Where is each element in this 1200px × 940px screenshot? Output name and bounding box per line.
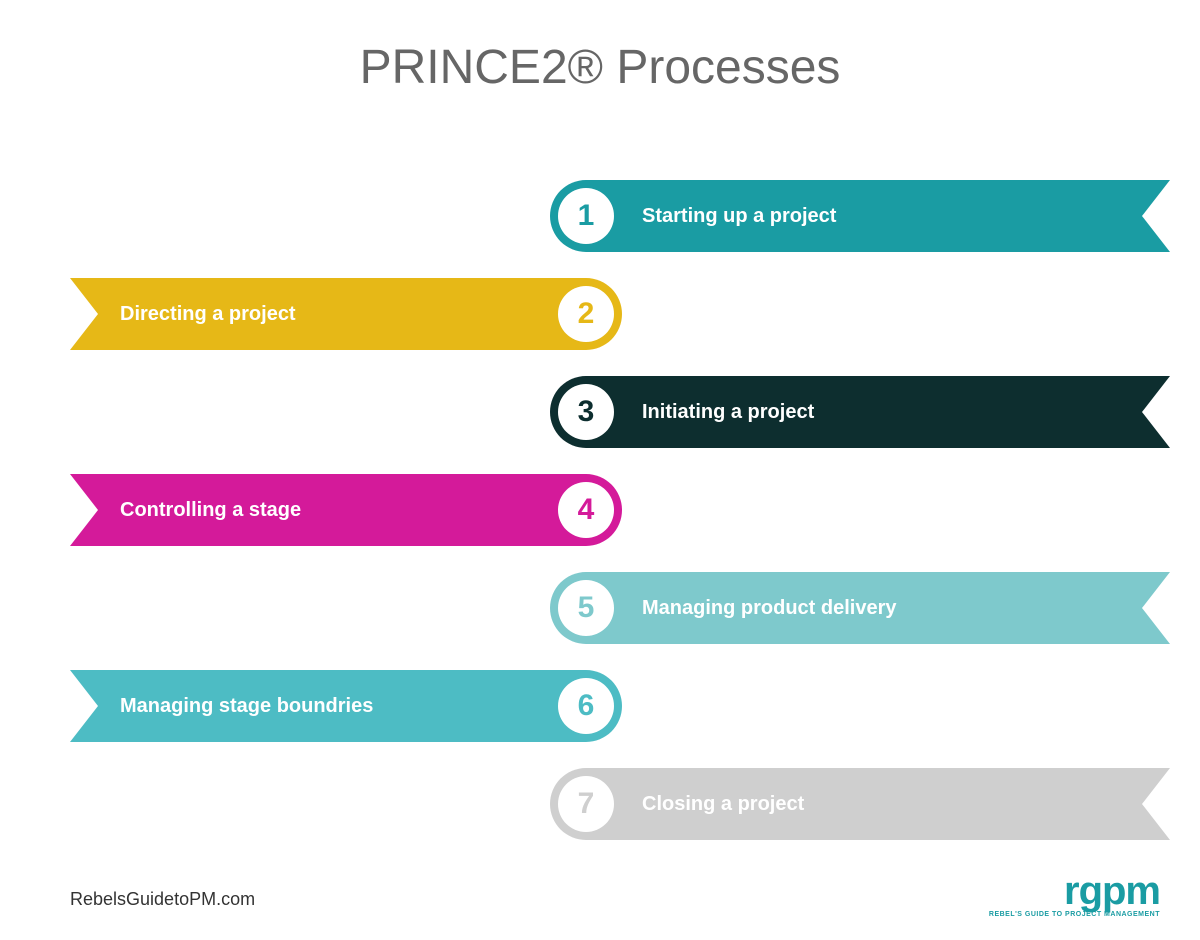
process-number-circle: 2: [558, 286, 614, 342]
process-list: 1 Starting up a project 2 Directing a proje…: [0, 180, 1200, 866]
process-label: Managing stage boundries: [120, 695, 373, 718]
process-banner: 6 Managing stage boundries: [70, 670, 622, 742]
process-banner: 3 Initiating a project: [550, 376, 1170, 448]
process-label: Controlling a stage: [120, 499, 301, 522]
page-title: PRINCE2® Processes: [0, 40, 1200, 95]
footer-logo: rgpm REBEL'S GUIDE TO PROJECT MANAGEMENT: [989, 871, 1160, 918]
process-row: 7 Closing a project: [0, 768, 1200, 840]
process-row: 3 Initiating a project: [0, 376, 1200, 448]
process-banner: 1 Starting up a project: [550, 180, 1170, 252]
process-row: 5 Managing product delivery: [0, 572, 1200, 644]
process-banner: 7 Closing a project: [550, 768, 1170, 840]
footer-logo-text: rgpm: [989, 871, 1160, 911]
process-row: 6 Managing stage boundries: [0, 670, 1200, 742]
process-banner: 5 Managing product delivery: [550, 572, 1170, 644]
process-label: Starting up a project: [642, 205, 836, 228]
process-banner: 4 Controlling a stage: [70, 474, 622, 546]
process-number-circle: 1: [558, 188, 614, 244]
process-number-circle: 7: [558, 776, 614, 832]
footer-logo-tagline: REBEL'S GUIDE TO PROJECT MANAGEMENT: [989, 911, 1160, 918]
process-label: Managing product delivery: [642, 597, 896, 620]
process-number-circle: 6: [558, 678, 614, 734]
process-label: Directing a project: [120, 303, 296, 326]
process-number-circle: 4: [558, 482, 614, 538]
process-row: 1 Starting up a project: [0, 180, 1200, 252]
process-label: Closing a project: [642, 793, 804, 816]
process-row: 4 Controlling a stage: [0, 474, 1200, 546]
process-banner: 2 Directing a project: [70, 278, 622, 350]
process-label: Initiating a project: [642, 401, 814, 424]
process-row: 2 Directing a project: [0, 278, 1200, 350]
process-number-circle: 5: [558, 580, 614, 636]
process-number-circle: 3: [558, 384, 614, 440]
